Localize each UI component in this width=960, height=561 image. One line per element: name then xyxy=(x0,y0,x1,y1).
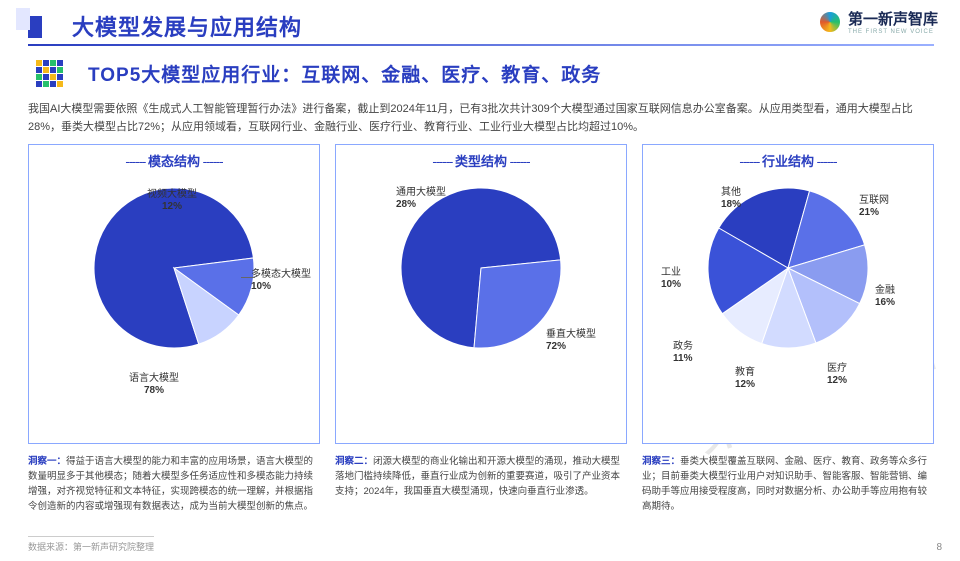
slice-label: 其他18% xyxy=(721,187,741,211)
chart-title: ------ 模态结构 ------ xyxy=(29,151,319,170)
chart-title: ------ 类型结构 ------ xyxy=(336,151,626,170)
data-source: 数据来源：第一新声研究院整理 xyxy=(28,536,154,553)
slice-label: 金融16% xyxy=(875,285,895,309)
chart-panel: ------ 行业结构 ------ 互联网21% 金融16% 医疗12% 教育12% 政… xyxy=(642,144,934,444)
title-underline xyxy=(28,44,934,46)
slice-label: 多模态大模型10% xyxy=(251,269,311,293)
slice-label: 通用大模型28% xyxy=(396,187,446,211)
page-title: 大模型发展与应用结构 xyxy=(72,10,302,42)
chart-panel: ------ 模态结构 ------ 语言大模型78% 视频大模型12% 多模态大模型… xyxy=(28,144,320,444)
intro-text: 我国AI大模型需要依照《生成式人工智能管理暂行办法》进行备案，截止到2024年1… xyxy=(28,100,934,136)
header-accent-icon xyxy=(28,16,42,38)
slice-label: 工业10% xyxy=(661,267,681,291)
slice-label: 视频大模型12% xyxy=(147,189,197,213)
grid-dots-icon xyxy=(36,60,66,90)
charts-row: ------ 模态结构 ------ 语言大模型78% 视频大模型12% 多模态大模型… xyxy=(28,144,934,444)
chart-panel: ------ 类型结构 ------ 垂直大模型72% 通用大模型28% xyxy=(335,144,627,444)
leader-line xyxy=(241,277,255,278)
page-number: 8 xyxy=(936,542,942,553)
slice-label: 医疗12% xyxy=(827,363,847,387)
insight-text: 洞察一：得益于语言大模型的能力和丰富的应用场景，语言大模型的数量明显多于其他模态… xyxy=(28,454,320,514)
slice-label: 教育12% xyxy=(735,367,755,391)
logo-subtext: THE FIRST NEW VOICE xyxy=(848,29,938,35)
logo-swirl-icon xyxy=(818,10,842,34)
insight-text: 洞察三：垂类大模型覆盖互联网、金融、医疗、教育、政务等众多行业；目前垂类大模型行… xyxy=(642,454,934,514)
slice-label: 语言大模型78% xyxy=(129,373,179,397)
slice-label: 垂直大模型72% xyxy=(546,329,596,353)
insights-row: 洞察一：得益于语言大模型的能力和丰富的应用场景，语言大模型的数量明显多于其他模态… xyxy=(28,454,934,514)
section-subtitle: TOP5大模型应用行业：互联网、金融、医疗、教育、政务 xyxy=(88,60,601,87)
logo-text: 第一新声智库 xyxy=(848,11,938,28)
brand-logo: 第一新声智库 THE FIRST NEW VOICE xyxy=(818,8,938,35)
slice-label: 互联网21% xyxy=(859,195,889,219)
chart-title: ------ 行业结构 ------ xyxy=(643,151,933,170)
insight-text: 洞察二：闭源大模型的商业化输出和开源大模型的涌现，推动大模型落地门槛持续降低，垂… xyxy=(335,454,627,514)
slice-label: 政务11% xyxy=(673,341,693,365)
